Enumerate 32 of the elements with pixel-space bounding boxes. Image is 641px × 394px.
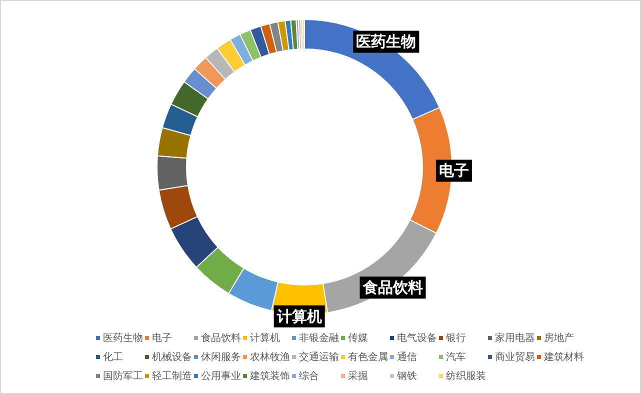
slice-label: 电子 (438, 162, 469, 180)
legend-label: 计算机 (250, 332, 280, 345)
legend-label: 纺织服装 (446, 370, 486, 383)
legend-label: 钢铁 (397, 370, 417, 383)
legend-label: 房地产 (544, 332, 574, 345)
legend-label: 轻工制造 (152, 370, 192, 383)
slice-label: 医药生物 (356, 32, 416, 51)
legend-label: 国防军工 (103, 370, 143, 383)
legend-label: 通信 (397, 350, 417, 364)
legend-label: 银行 (446, 332, 466, 345)
legend-label: 综合 (299, 370, 319, 383)
legend-label: 电子 (152, 332, 172, 345)
legend-label: 建筑材料 (544, 350, 584, 364)
legend-label: 建筑装饰 (250, 370, 290, 383)
legend-label: 机械设备 (152, 350, 192, 364)
legend-label: 农林牧渔 (250, 350, 290, 364)
legend-label: 食品饮料 (201, 332, 241, 345)
legend-label: 有色金属 (348, 351, 388, 364)
legend-label: 电气设备 (397, 332, 437, 345)
legend-label: 化工 (103, 351, 123, 364)
legend-label: 家用电器 (495, 332, 535, 345)
slice-label: 食品饮料 (362, 278, 423, 297)
legend-label: 休闲服务 (201, 351, 241, 364)
legend-label: 非银金融 (299, 332, 339, 345)
legend-label: 公用事业 (201, 370, 241, 383)
legend-label: 医药生物 (103, 332, 143, 345)
legend-label: 采掘 (348, 370, 368, 383)
legend-label: 传媒 (348, 332, 368, 345)
slice-label: 计算机 (276, 307, 322, 326)
legend-label: 商业贸易 (495, 350, 535, 364)
legend-label: 交通运输 (299, 350, 339, 364)
legend-label: 汽车 (446, 350, 466, 364)
